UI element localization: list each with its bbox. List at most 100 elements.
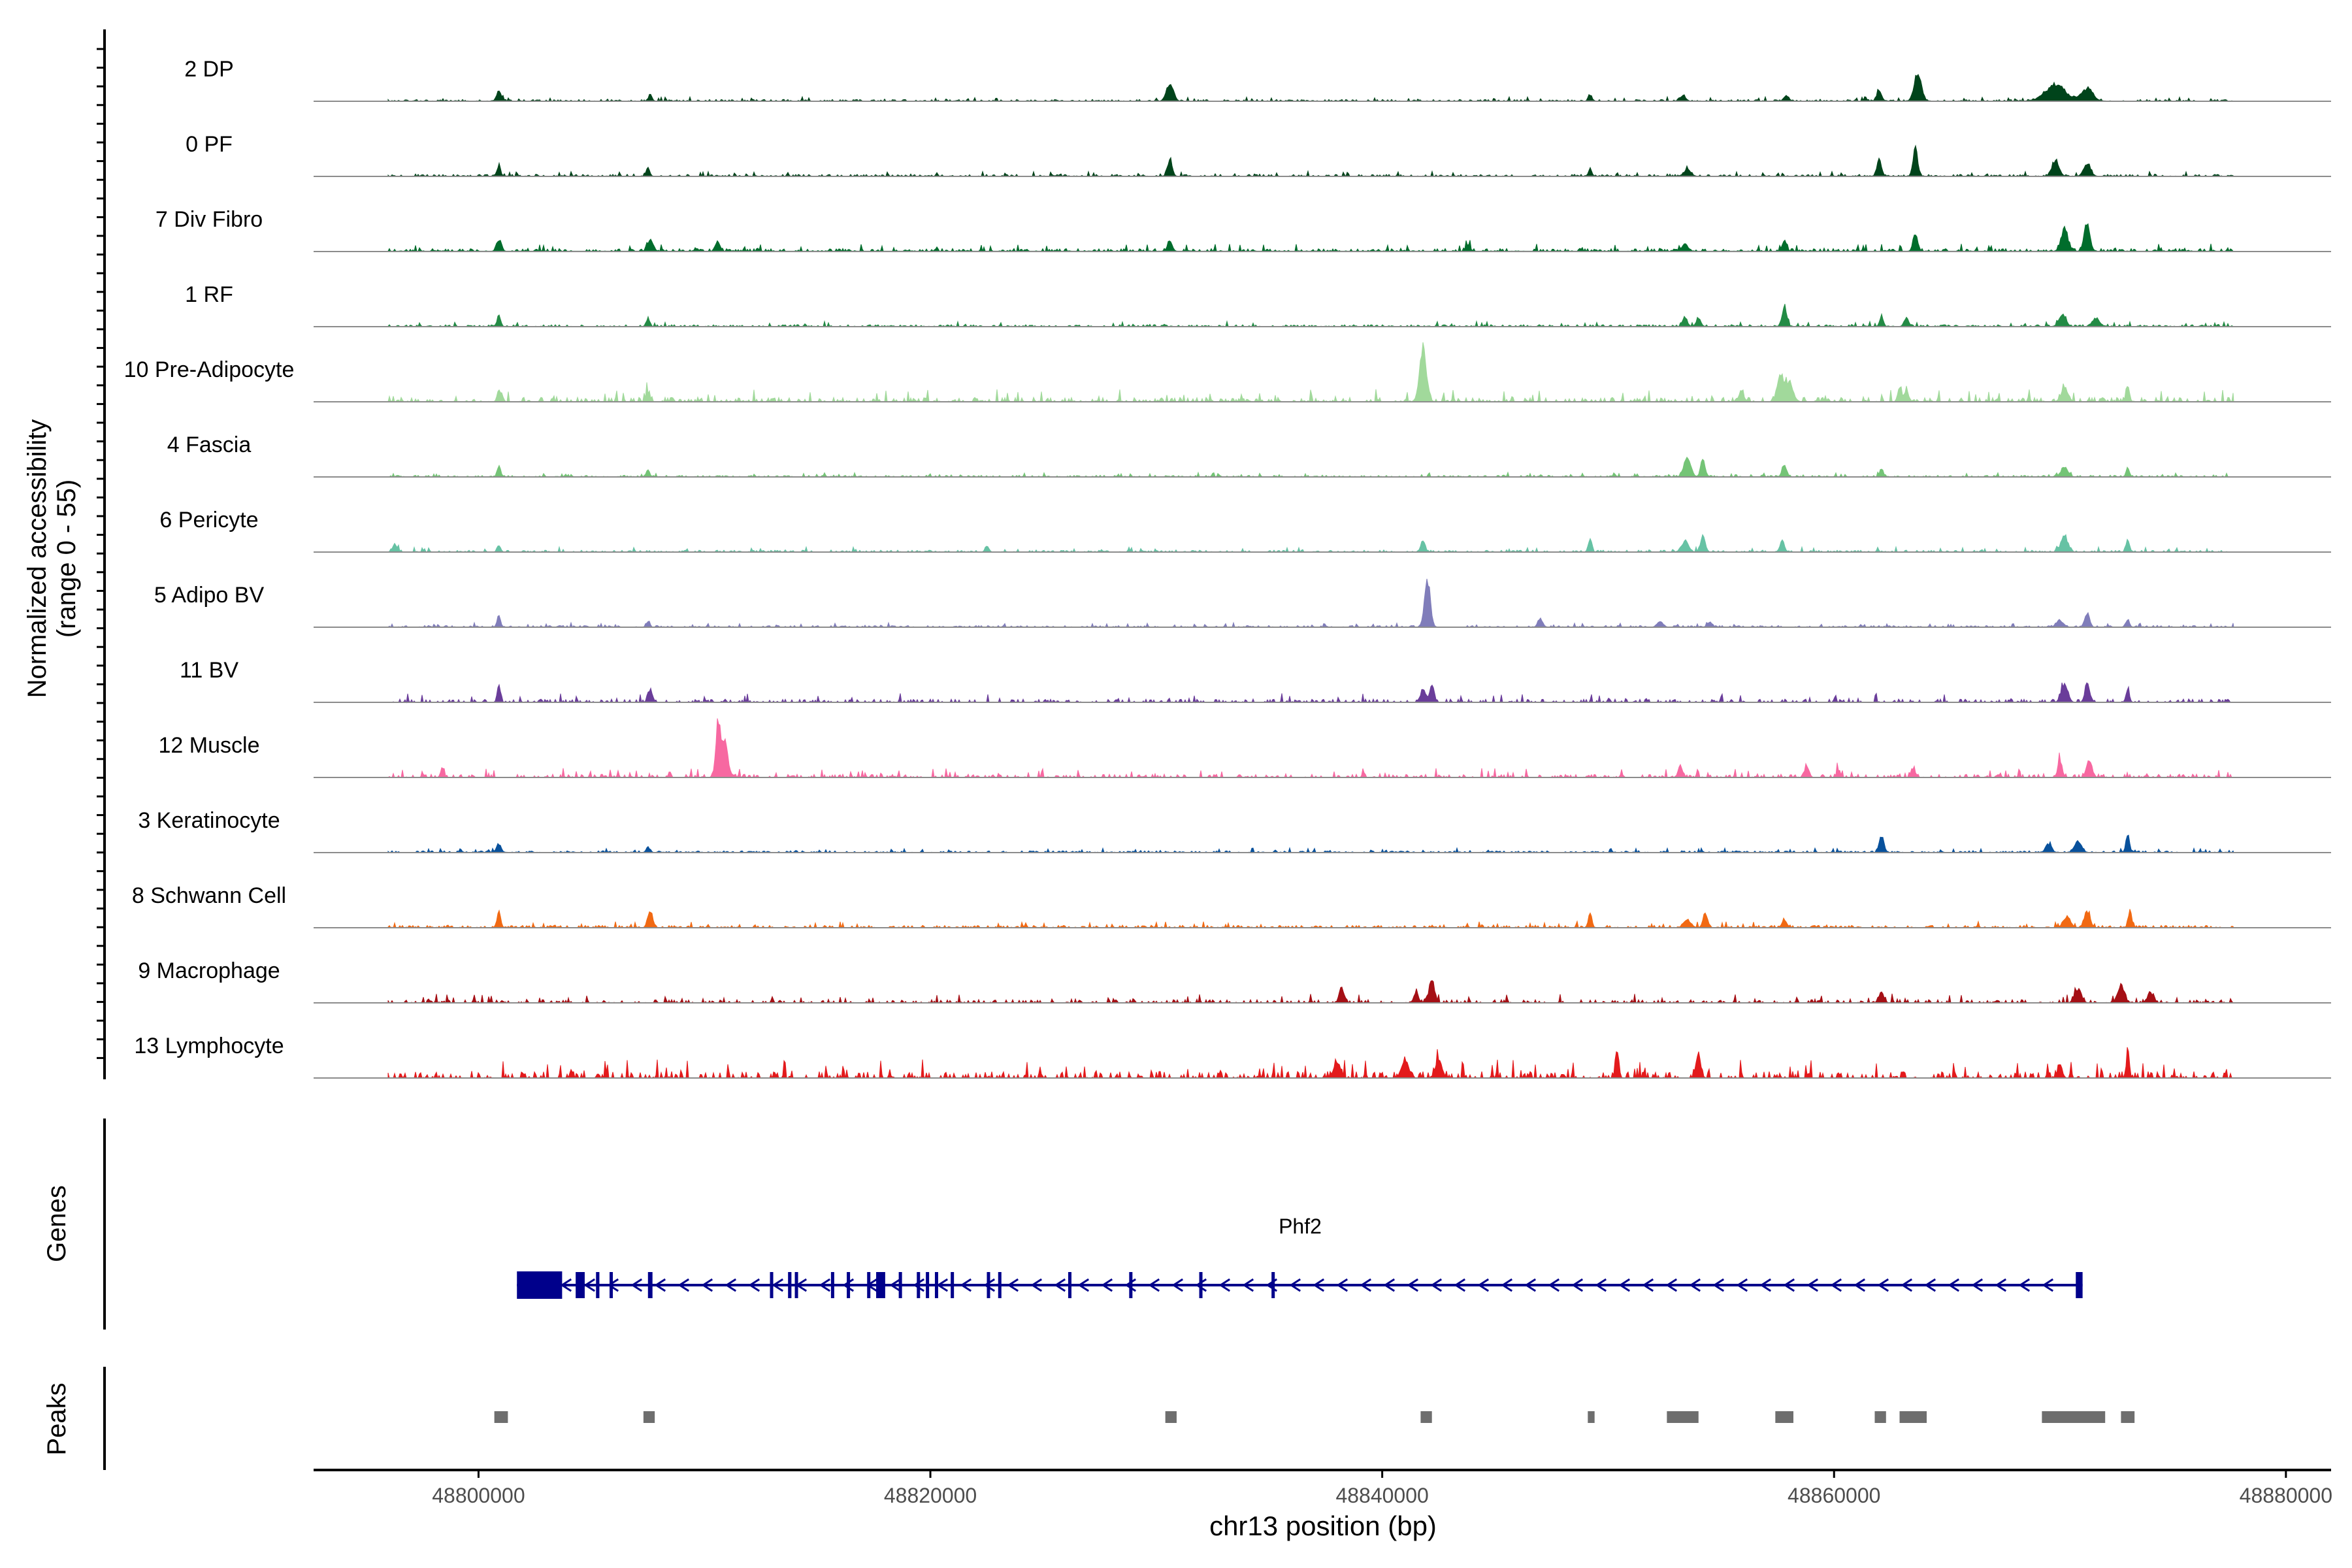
track-label: 2 DP xyxy=(184,57,234,82)
x-tick-label: 48800000 xyxy=(432,1484,525,1507)
track-3-keratinocyte: 3 Keratinocyte xyxy=(138,808,2331,854)
coverage-area xyxy=(387,342,2234,403)
gene-exon xyxy=(926,1272,930,1298)
coverage-tracks: 2 DP 0 PF 7 Div Fibro 1 RF 10 Pre-Adipocyte 4… xyxy=(124,57,2331,1079)
strand-arrow xyxy=(1971,1278,1984,1292)
track-label: 9 Macrophage xyxy=(138,958,280,983)
gene-exon xyxy=(596,1272,600,1298)
strand-arrow xyxy=(1077,1278,1090,1292)
gene-exon xyxy=(770,1272,774,1298)
strand-arrow xyxy=(1030,1278,1043,1292)
x-axis-ticks: 48800000 48820000 48840000 48860000 48880000 xyxy=(432,1470,2332,1507)
peak-interval xyxy=(1165,1411,1177,1423)
peak-interval xyxy=(1775,1411,1793,1423)
strand-arrow xyxy=(1854,1278,1866,1292)
track-label: 13 Lymphocyte xyxy=(134,1034,284,1058)
peak-interval xyxy=(1420,1411,1432,1423)
strand-arrow xyxy=(960,1278,972,1292)
strand-arrow xyxy=(1712,1278,1725,1292)
track-4-fascia: 4 Fascia xyxy=(167,433,2331,478)
peak-interval xyxy=(2121,1411,2135,1423)
gene-exon xyxy=(647,1272,653,1298)
strand-arrow xyxy=(1524,1278,1537,1292)
strand-arrow xyxy=(772,1278,784,1292)
gene-exon xyxy=(576,1272,585,1298)
track-0-pf: 0 PF xyxy=(186,132,2331,178)
strand-arrow xyxy=(1101,1278,1113,1292)
peak-interval xyxy=(2042,1411,2106,1423)
gene-exon xyxy=(987,1272,990,1298)
peak-interval xyxy=(1874,1411,1886,1423)
strand-arrow xyxy=(1901,1278,1913,1292)
strand-arrow xyxy=(1759,1278,1772,1292)
track-label: 5 Adipo BV xyxy=(154,583,265,608)
strand-arrow xyxy=(936,1278,949,1292)
strand-arrow xyxy=(1618,1278,1631,1292)
strand-arrow xyxy=(1360,1278,1372,1292)
peak-interval xyxy=(494,1411,508,1423)
track-13-lymphocyte: 13 Lymphocyte xyxy=(134,1034,2331,1079)
peak-intervals xyxy=(494,1411,2135,1423)
y-axis-label-line1: Normalized accessibility xyxy=(23,419,52,698)
strand-arrow xyxy=(1407,1278,1419,1292)
gene-exon xyxy=(867,1272,871,1298)
track-6-pericyte: 6 Pericyte xyxy=(159,508,2331,553)
peaks-panel-label: Peaks xyxy=(42,1382,71,1455)
x-axis-title: chr13 position (bp) xyxy=(1209,1511,1437,1541)
peak-interval xyxy=(1667,1411,1699,1423)
track-5-adipo-bv: 5 Adipo BV xyxy=(154,578,2331,628)
y-axis-label-line2: (range 0 - 55) xyxy=(52,480,81,638)
strand-arrow xyxy=(1148,1278,1160,1292)
gene-exon xyxy=(609,1272,613,1298)
strand-arrow xyxy=(819,1278,831,1292)
strand-arrow xyxy=(654,1278,666,1292)
strand-arrow xyxy=(1171,1278,1184,1292)
strand-arrow xyxy=(1430,1278,1443,1292)
gene-exon xyxy=(788,1272,792,1298)
strand-arrow xyxy=(1924,1278,1936,1292)
gene-name-label: Phf2 xyxy=(1279,1215,1322,1238)
strand-arrow xyxy=(842,1278,855,1292)
track-11-bv: 11 BV xyxy=(180,658,2331,704)
gene-exon xyxy=(934,1272,938,1298)
strand-arrow xyxy=(1548,1278,1560,1292)
track-label: 4 Fascia xyxy=(167,433,252,457)
gene-exon xyxy=(1129,1272,1133,1298)
strand-arrow xyxy=(1054,1278,1066,1292)
strand-arrow xyxy=(1948,1278,1960,1292)
track-label: 7 Div Fibro xyxy=(155,207,263,232)
track-label: 0 PF xyxy=(186,132,233,157)
peak-interval xyxy=(1588,1411,1595,1423)
strand-arrow xyxy=(1242,1278,1254,1292)
gene-exon xyxy=(517,1271,563,1299)
strand-arrow xyxy=(583,1278,596,1292)
strand-arrow xyxy=(1195,1278,1207,1292)
strand-arrow xyxy=(1501,1278,1513,1292)
track-label: 3 Keratinocyte xyxy=(138,808,280,833)
gene-exon xyxy=(794,1272,798,1298)
strand-arrow xyxy=(1289,1278,1301,1292)
strand-arrow xyxy=(1689,1278,1701,1292)
track-8-schwann-cell: 8 Schwann Cell xyxy=(132,883,2331,929)
strand-arrow xyxy=(1595,1278,1607,1292)
strand-arrow xyxy=(1336,1278,1348,1292)
accessibility-y-axis xyxy=(97,29,106,1079)
gene-exon xyxy=(917,1272,921,1298)
strand-arrow xyxy=(1477,1278,1490,1292)
strand-arrow xyxy=(2042,1278,2054,1292)
track-1-rf: 1 RF xyxy=(185,282,2331,327)
gene-exon xyxy=(830,1272,834,1298)
strand-arrow xyxy=(725,1278,737,1292)
strand-arrow xyxy=(983,1278,996,1292)
coverage-area xyxy=(387,304,2234,327)
strand-arrow xyxy=(1642,1278,1654,1292)
genes-panel-label: Genes xyxy=(42,1185,71,1262)
strand-arrow xyxy=(701,1278,713,1292)
strand-arrow xyxy=(1383,1278,1396,1292)
strand-arrow xyxy=(1124,1278,1137,1292)
strand-arrow xyxy=(1571,1278,1584,1292)
x-tick-label: 48840000 xyxy=(1335,1484,1428,1507)
strand-arrow xyxy=(2018,1278,2031,1292)
